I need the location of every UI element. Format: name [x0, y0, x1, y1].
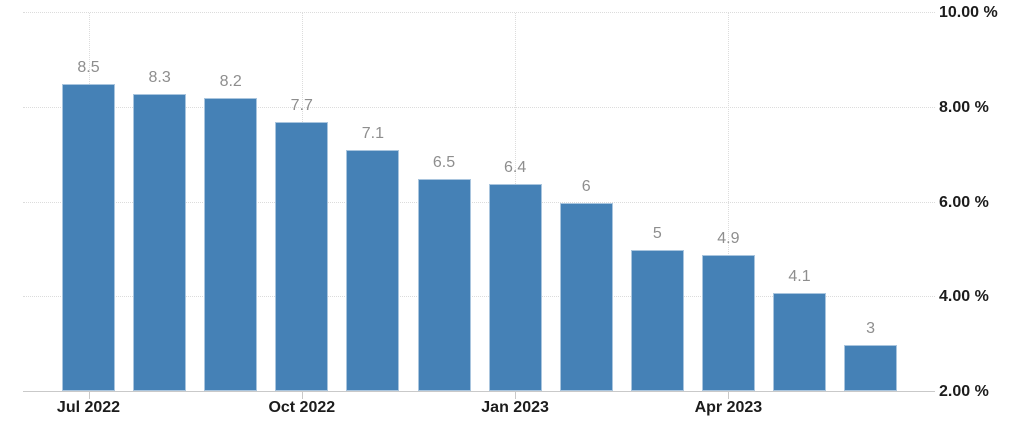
x-axis-label-jul-2022: Jul 2022	[56, 399, 121, 416]
x-axis-label-oct-2022: Oct 2022	[268, 399, 336, 416]
bar-value-label-oct-2022: 7.7	[290, 96, 313, 114]
x-axis-tick	[728, 392, 730, 399]
bar-apr-2023[interactable]	[701, 254, 755, 391]
bar-value-label-mar-2023: 5	[652, 224, 662, 242]
bar-oct-2022[interactable]	[275, 121, 329, 391]
bar-feb-2023[interactable]	[559, 202, 613, 391]
bar-value-label-nov-2022: 7.1	[361, 125, 385, 143]
bar-value-label-aug-2022: 8.3	[148, 68, 171, 86]
y-axis-label-6: 6.00 %	[939, 193, 989, 211]
bar-aug-2022[interactable]	[133, 93, 187, 391]
h-gridline	[23, 296, 935, 298]
bar-value-label-feb-2023: 6	[581, 177, 591, 195]
h-gridline	[23, 12, 935, 13]
y-axis-label-10: 10.00 %	[939, 4, 998, 21]
y-axis-label-2: 2.00 %	[939, 383, 989, 400]
bar-sep-2022[interactable]	[204, 98, 258, 391]
bar-value-label-dec-2022: 6.5	[432, 153, 456, 171]
bar-value-label-jan-2023: 6.4	[503, 158, 527, 176]
bar-value-label-jul-2022: 8.5	[77, 59, 100, 77]
bar-may-2023[interactable]	[773, 292, 826, 391]
h-gridline	[23, 106, 935, 108]
x-axis-tick	[88, 392, 90, 399]
x-axis-tick	[301, 392, 303, 399]
bar-value-label-may-2023: 4.1	[788, 267, 811, 285]
bar-mar-2023[interactable]	[630, 249, 684, 391]
bar-value-label-sep-2022: 8.2	[219, 73, 242, 91]
x-axis-label-apr-2023: Apr 2023	[694, 399, 763, 416]
bar-dec-2022[interactable]	[417, 178, 471, 391]
bar-nov-2022[interactable]	[346, 150, 400, 391]
bar-value-label-apr-2023: 4.9	[717, 229, 740, 247]
y-axis-label-4: 4.00 %	[939, 288, 989, 306]
v-gridline	[728, 13, 730, 392]
y-axis-label-8: 8.00 %	[939, 98, 989, 116]
bar-jul-2022[interactable]	[62, 84, 115, 391]
bar-value-label-jun-2023: 3	[866, 319, 876, 337]
x-axis-line	[23, 391, 935, 392]
bar-jan-2023[interactable]	[488, 183, 542, 391]
x-axis-tick	[515, 392, 517, 399]
bar-jun-2023[interactable]	[844, 344, 898, 391]
h-gridline	[23, 201, 935, 203]
x-axis-label-jan-2023: Jan 2023	[481, 399, 549, 416]
